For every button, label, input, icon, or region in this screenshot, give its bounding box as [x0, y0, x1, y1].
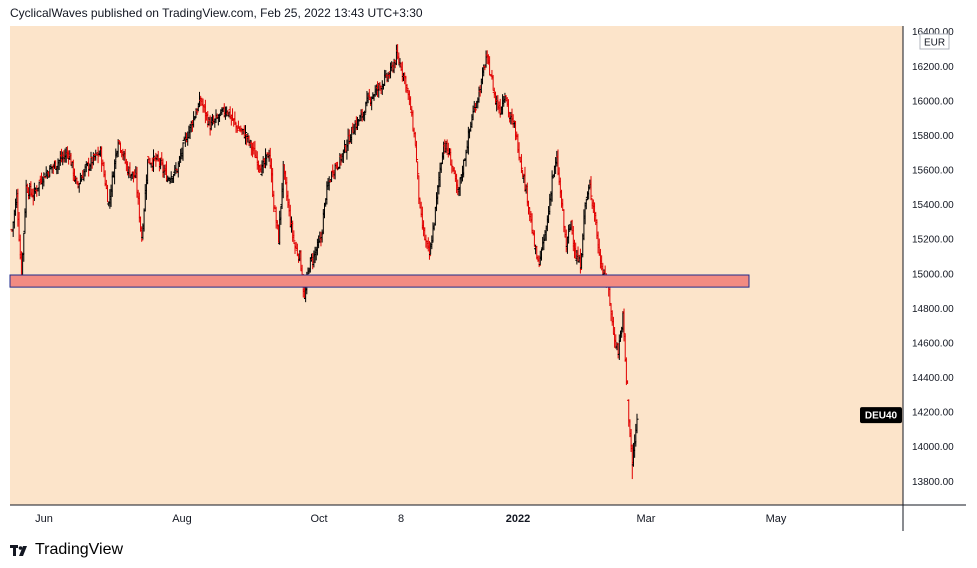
- ohlc-bar: [537, 255, 541, 268]
- ohlc-bar: [22, 232, 26, 262]
- ohlc-bar: [355, 116, 360, 130]
- tradingview-logo-icon: [10, 544, 27, 556]
- x-tick-label: Oct: [310, 513, 327, 525]
- ohlc-bar: [342, 140, 347, 154]
- ohlc-bar: [430, 235, 434, 250]
- ticker-symbol: DEU40: [865, 411, 898, 422]
- y-tick-label: 15200.00: [912, 235, 954, 246]
- ohlc-bar: [154, 152, 158, 167]
- ohlc-bar: [471, 105, 475, 121]
- ohlc-bar: [567, 224, 571, 244]
- ohlc-bar: [233, 111, 237, 125]
- ohlc-bar: [427, 241, 432, 260]
- ohlc-bar: [208, 115, 212, 136]
- y-tick-label: 16400.00: [912, 27, 954, 38]
- x-tick-label: Jun: [35, 513, 53, 525]
- price-axis-ticks: 16400.00 16200.00 16000.00 15800.00 15600.00…: [912, 27, 954, 488]
- tradingview-logo[interactable]: TradingView: [10, 541, 123, 559]
- ohlc-bar: [96, 146, 100, 164]
- ohlc-bar: [195, 107, 199, 115]
- x-tick-label: 2022: [506, 513, 530, 525]
- x-tick-label: Aug: [172, 513, 192, 525]
- currency-text: EUR: [924, 38, 945, 49]
- tradingview-brand: TradingView: [35, 541, 124, 558]
- y-tick-label: 14400.00: [912, 373, 954, 384]
- ohlc-bar: [617, 334, 621, 360]
- y-tick-label: 16000.00: [912, 96, 954, 107]
- ohlc-bars: [10, 44, 639, 480]
- x-tick-label: May: [766, 513, 787, 525]
- x-tick-label: 8: [398, 513, 404, 525]
- y-tick-label: 15800.00: [912, 131, 954, 142]
- y-tick-label: 15600.00: [912, 166, 954, 177]
- currency-label: EUR: [919, 33, 950, 50]
- y-tick-label: 14600.00: [912, 338, 954, 349]
- y-tick-label: 14000.00: [912, 442, 954, 453]
- ohlc-bar: [235, 125, 239, 133]
- ohlc-bar: [181, 142, 185, 161]
- y-tick-label: 15400.00: [912, 200, 954, 211]
- y-tick-label: 16200.00: [912, 62, 954, 73]
- x-tick-label: Mar: [637, 513, 656, 525]
- ohlc-bar: [140, 226, 144, 242]
- y-tick-label: 14800.00: [912, 304, 954, 315]
- ohlc-bar: [100, 146, 104, 172]
- ohlc-bar: [519, 154, 524, 174]
- ohlc-bar: [587, 184, 591, 200]
- publication-header: CyclicalWaves published on TradingView.c…: [10, 6, 423, 20]
- ohlc-bar: [414, 140, 419, 163]
- plot-background: [10, 26, 903, 505]
- ohlc-bar: [292, 230, 296, 243]
- ohlc-bar: [589, 176, 593, 201]
- ohlc-bar: [405, 84, 409, 94]
- support-zone: [9, 274, 750, 288]
- ohlc-bar: [42, 172, 46, 187]
- y-tick-label: 14200.00: [912, 408, 954, 419]
- y-tick-label: 15000.00: [912, 269, 954, 280]
- ohlc-bar: [169, 171, 173, 184]
- ohlc-bar: [248, 139, 252, 149]
- ohlc-bar: [416, 161, 420, 180]
- ohlc-bar: [151, 149, 156, 172]
- ticker-badge: DEU40: [860, 407, 902, 424]
- ohlc-bar: [635, 413, 639, 434]
- time-axis-ticks: Jun Aug Oct 8 2022 Mar May: [35, 513, 787, 525]
- y-tick-label: 13800.00: [912, 477, 954, 488]
- ohlc-bar: [578, 248, 582, 274]
